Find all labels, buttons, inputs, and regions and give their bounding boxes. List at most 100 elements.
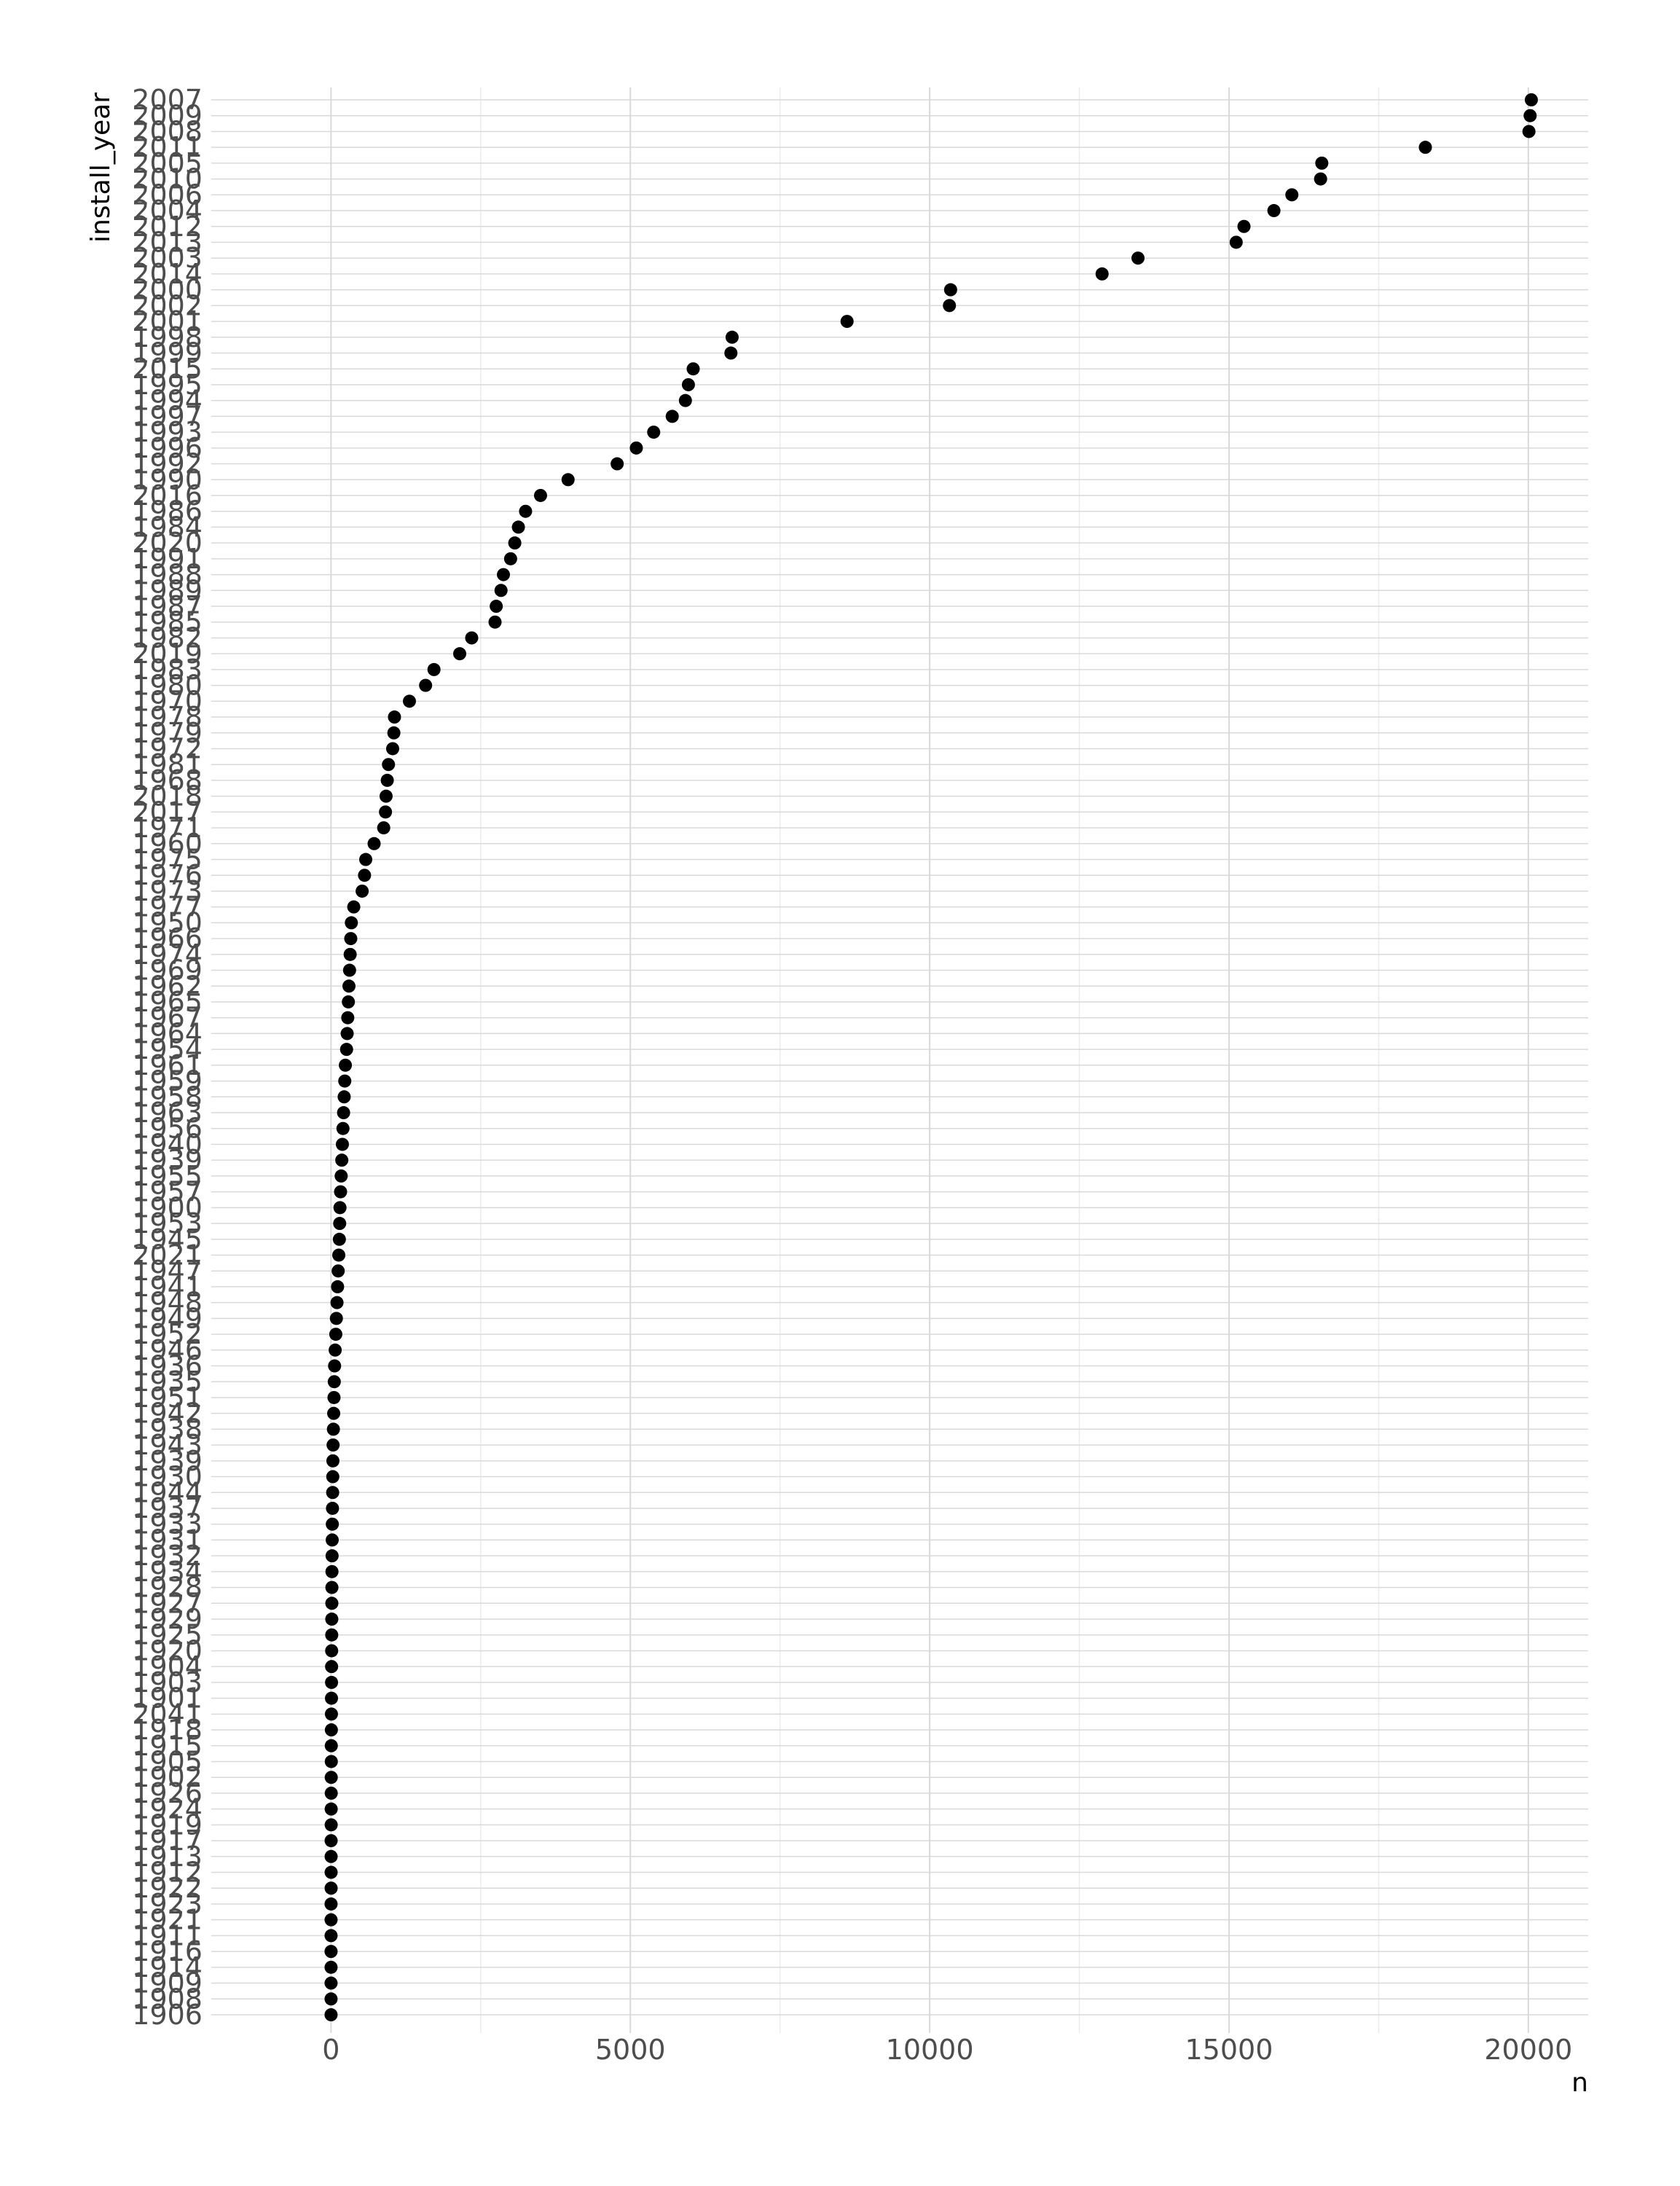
- data-point: [343, 947, 357, 961]
- y-tick-label: 1906: [132, 1999, 203, 2031]
- data-point: [324, 1755, 338, 1768]
- data-point: [326, 1438, 340, 1452]
- y-tick-label: 1963: [132, 1097, 203, 1129]
- data-point: [488, 615, 502, 629]
- data-point: [324, 1897, 338, 1911]
- y-tick-label: 1955: [132, 1160, 203, 1192]
- y-tick-label: 1966: [132, 922, 203, 955]
- y-tick-label: 1954: [132, 1033, 203, 1065]
- y-tick-label: 1971: [132, 812, 203, 844]
- y-tick-label: 1996: [132, 432, 203, 464]
- data-point: [329, 1328, 342, 1341]
- y-tick-label: 1978: [132, 701, 203, 733]
- y-tick-label: 1986: [132, 495, 203, 528]
- data-point: [1523, 109, 1537, 122]
- data-point: [325, 1533, 339, 1547]
- y-tick-label: 2015: [132, 353, 203, 385]
- data-point: [325, 1549, 339, 1563]
- data-point: [1314, 172, 1327, 186]
- x-tick-label: 20000: [1484, 2034, 1572, 2066]
- data-point: [334, 1169, 348, 1183]
- data-point: [326, 1501, 339, 1515]
- data-point: [402, 694, 416, 708]
- y-tick-label: 1952: [132, 1318, 203, 1350]
- y-tick-label: 1923: [132, 1888, 203, 1920]
- y-tick-label: 1921: [132, 1904, 203, 1936]
- y-tick-label: 2012: [132, 211, 203, 243]
- y-tick-label: 1983: [132, 654, 203, 686]
- data-point: [1522, 125, 1536, 138]
- y-axis-title: install_year: [86, 93, 116, 243]
- data-point: [356, 884, 369, 898]
- data-point: [494, 584, 508, 598]
- data-point: [1418, 141, 1432, 154]
- y-tick-label: 1945: [132, 1223, 203, 1255]
- data-point: [1315, 156, 1329, 170]
- data-point: [380, 773, 394, 787]
- data-point: [358, 869, 372, 882]
- y-tick-label: 2041: [132, 1698, 203, 1730]
- y-tick-label: 1919: [132, 1809, 203, 1841]
- data-point: [324, 1786, 338, 1800]
- data-point: [503, 552, 517, 565]
- y-tick-label: 1912: [132, 1857, 203, 1889]
- y-tick-label: 1973: [132, 875, 203, 907]
- y-tick-label: 1925: [132, 1619, 203, 1651]
- data-point: [681, 377, 695, 391]
- data-point: [325, 1691, 339, 1705]
- y-tick-label: 2017: [132, 796, 203, 828]
- data-point: [326, 1470, 339, 1484]
- y-tick-label: 1977: [132, 891, 203, 923]
- data-point: [377, 821, 390, 835]
- data-point: [324, 1834, 338, 1848]
- y-tick-label: 2005: [132, 147, 203, 179]
- y-tick-label: 1976: [132, 859, 203, 891]
- data-point: [328, 1359, 342, 1373]
- data-point: [367, 837, 381, 850]
- data-point: [329, 1312, 343, 1325]
- y-tick-label: 2000: [132, 274, 203, 306]
- data-point: [324, 1881, 338, 1895]
- y-tick-label: 1948: [132, 1287, 203, 1319]
- data-point: [943, 299, 957, 313]
- data-point: [327, 1390, 341, 1404]
- data-point: [339, 1058, 353, 1072]
- data-point: [325, 1597, 339, 1610]
- data-point: [324, 1865, 338, 1879]
- y-tick-label: 1988: [132, 559, 203, 591]
- y-tick-label: 1934: [132, 1556, 203, 1588]
- y-tick-label: 1990: [132, 463, 203, 495]
- y-tick-label: 1956: [132, 1113, 203, 1145]
- y-tick-label: 1905: [132, 1745, 203, 1777]
- y-tick-label: 1926: [132, 1777, 203, 1809]
- y-tick-label: 2003: [132, 242, 203, 274]
- data-point: [324, 1818, 338, 1832]
- y-tick-label: 1917: [132, 1825, 203, 1857]
- y-tick-label: 1964: [132, 1017, 203, 1049]
- data-point: [324, 1960, 338, 1974]
- y-tick-label: 2002: [132, 289, 203, 321]
- y-tick-label: 1920: [132, 1634, 203, 1666]
- data-point: [333, 1201, 347, 1215]
- y-tick-label: 1903: [132, 1666, 203, 1699]
- data-point: [1131, 251, 1145, 265]
- y-tick-label: 1943: [132, 1429, 203, 1461]
- data-point: [347, 900, 361, 914]
- x-tick-label: 15000: [1185, 2034, 1273, 2066]
- data-point: [330, 1296, 344, 1309]
- data-point: [379, 805, 393, 819]
- y-tick-label: 1929: [132, 1603, 203, 1635]
- data-point: [324, 1913, 338, 1927]
- y-tick-label: 2009: [132, 100, 203, 132]
- y-tick-label: 1918: [132, 1714, 203, 1746]
- data-point: [325, 1564, 339, 1578]
- y-tick-label: 2006: [132, 179, 203, 211]
- data-point: [943, 283, 957, 297]
- y-tick-label: 1987: [132, 590, 203, 622]
- data-point: [335, 1137, 349, 1151]
- y-tick-label: 1922: [132, 1872, 203, 1904]
- data-point: [329, 1343, 342, 1357]
- data-point: [324, 1849, 338, 1863]
- x-axis-title: n: [1571, 2068, 1588, 2098]
- y-tick-label: 1965: [132, 986, 203, 1018]
